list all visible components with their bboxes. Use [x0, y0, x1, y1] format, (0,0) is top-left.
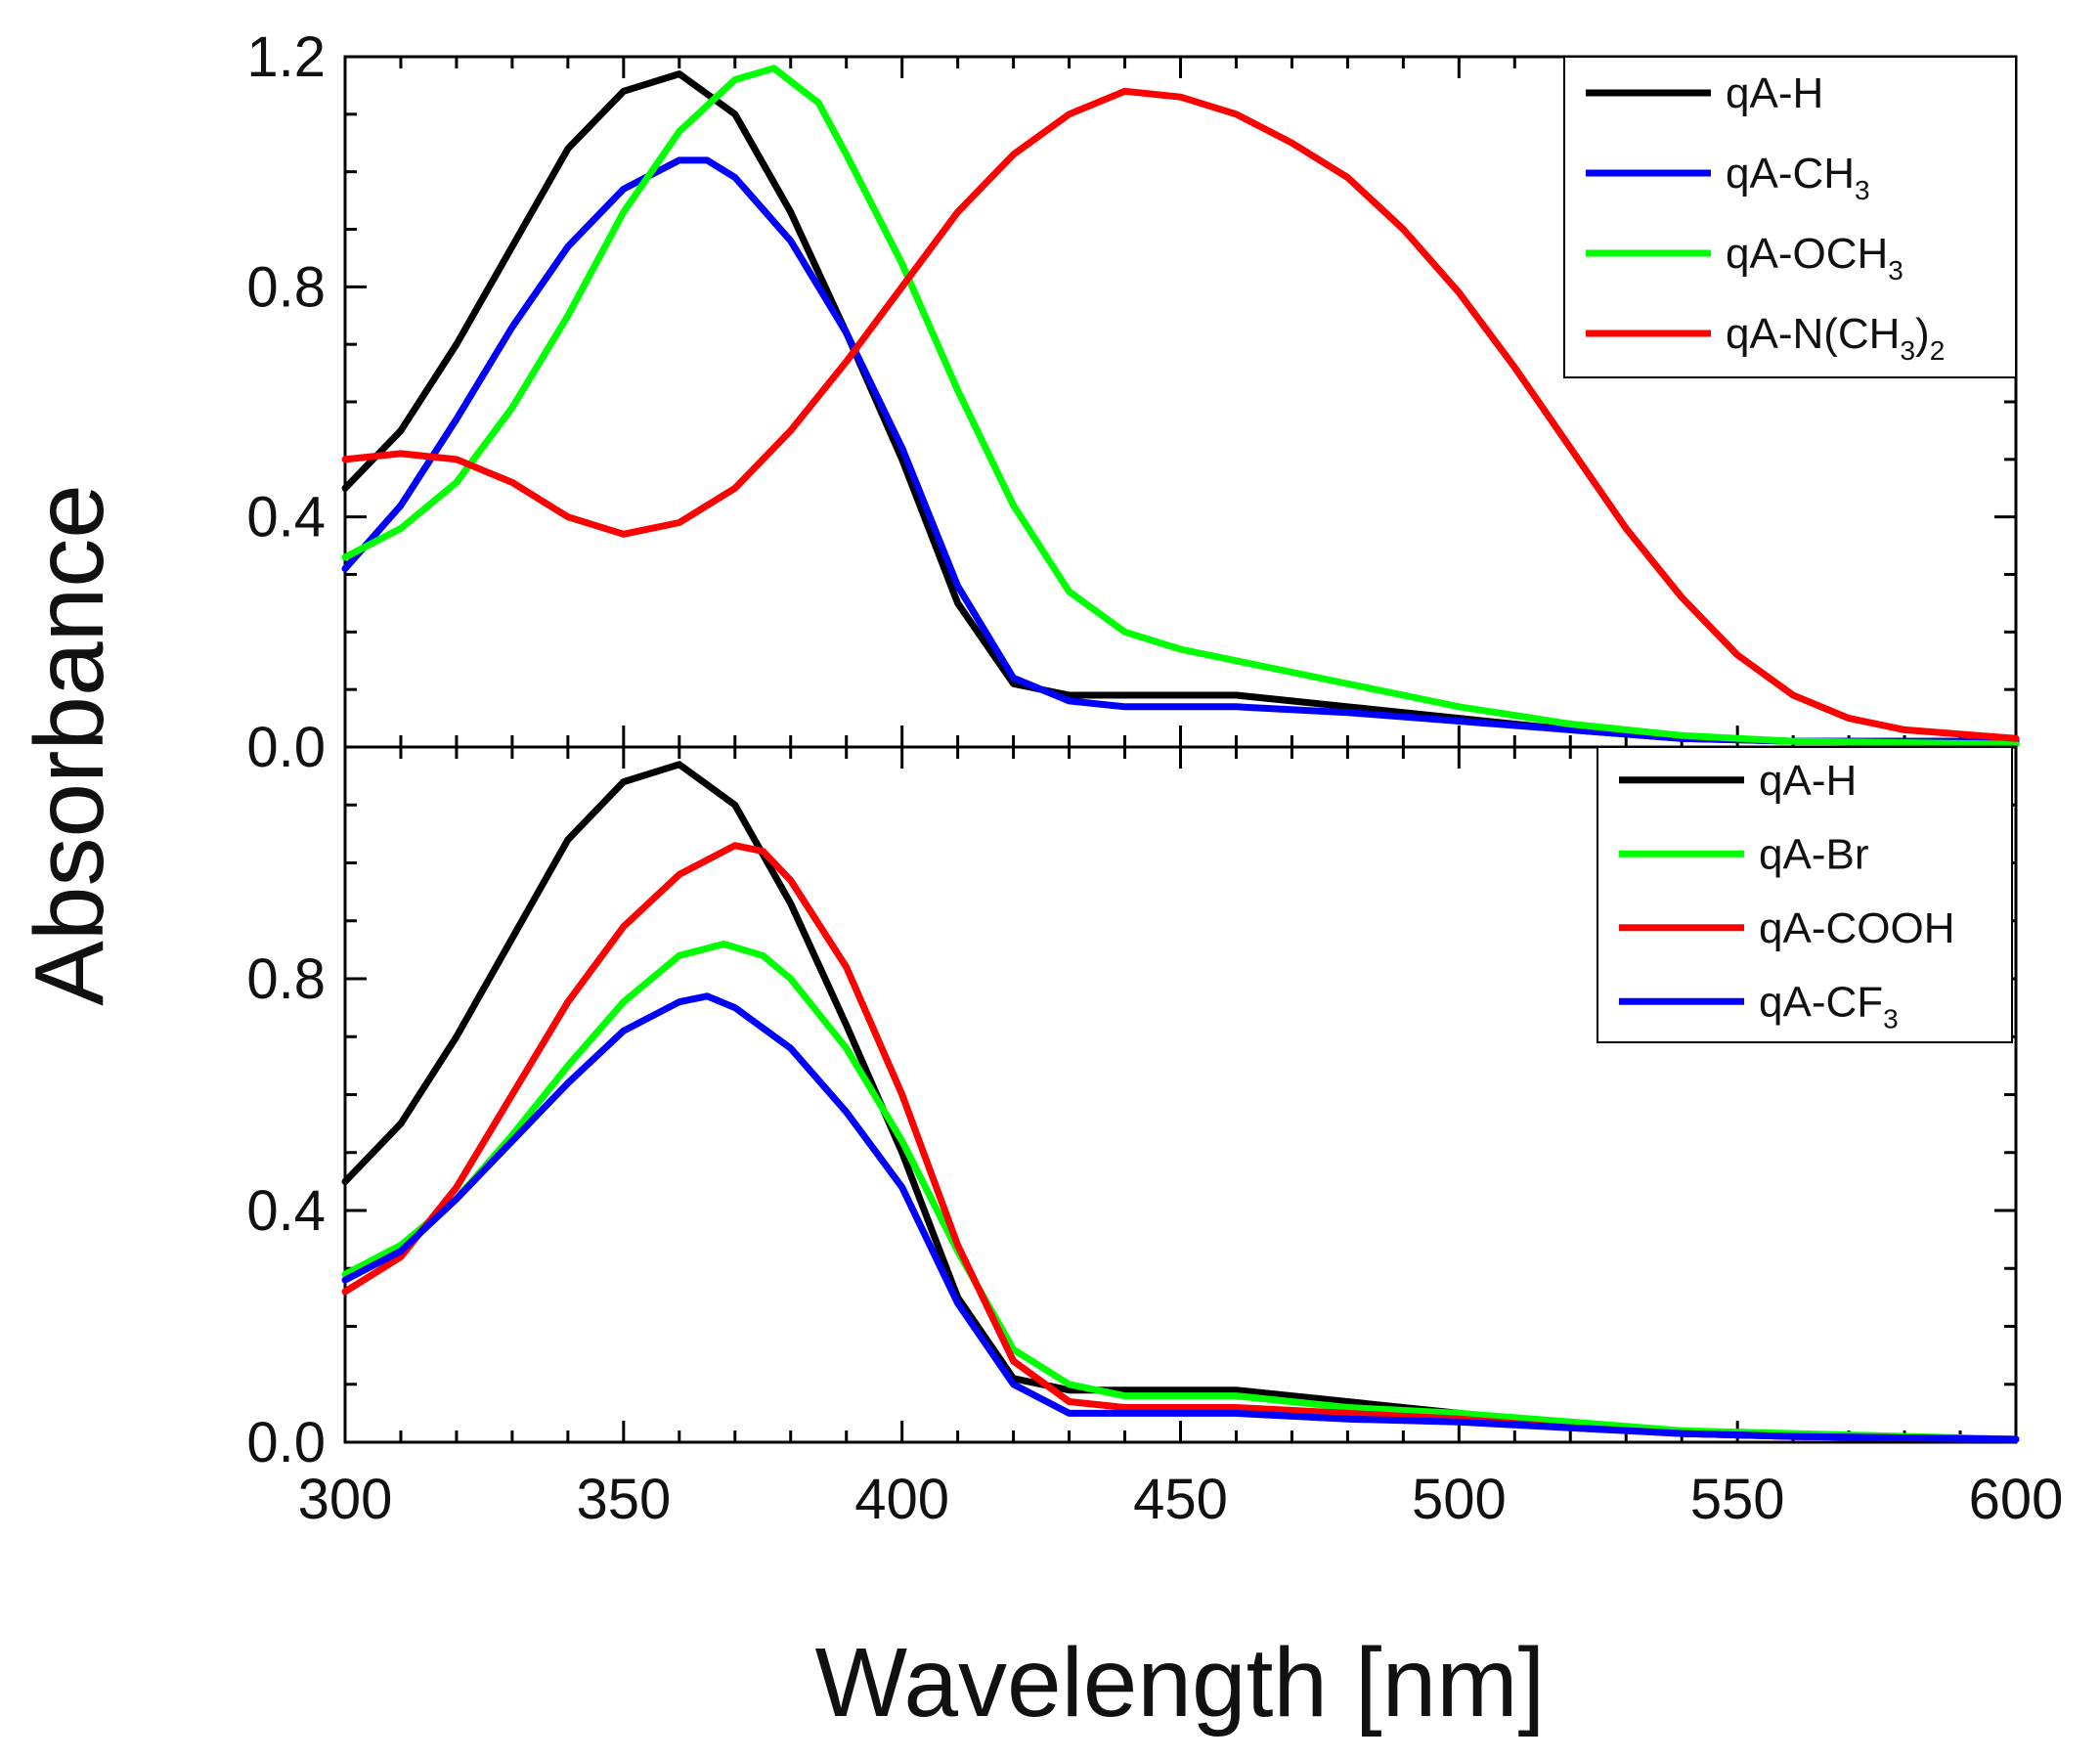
legend-label: qA-Br — [1759, 830, 1868, 878]
x-tick-label: 500 — [1412, 1468, 1507, 1531]
x-axis-title: Wavelength [nm] — [815, 1628, 1546, 1738]
x-tick-label: 300 — [298, 1468, 393, 1531]
series-line-qA-CF3 — [341, 992, 2020, 1443]
y-tick-label: 0.4 — [246, 1179, 326, 1243]
series-line-qA-OCH3 — [341, 65, 2020, 748]
x-tick-label: 600 — [1969, 1468, 2064, 1531]
legend-label: qA-OCH3 — [1726, 230, 1903, 286]
legend-box-0 — [1563, 56, 2017, 378]
y-tick-label: 0.8 — [246, 947, 326, 1011]
legend-label: qA-N(CH3)2 — [1726, 310, 1945, 366]
series-line-qA-CH3 — [341, 156, 2020, 745]
legend-box-1 — [1597, 746, 2013, 1043]
y-tick-label: 0.0 — [246, 1411, 326, 1474]
legend-label: qA-CH3 — [1726, 150, 1870, 205]
x-tick-label: 350 — [576, 1468, 671, 1531]
y-tick-label: 0.4 — [246, 486, 326, 550]
x-tick-label: 400 — [854, 1468, 949, 1531]
x-tick-label: 550 — [1690, 1468, 1785, 1531]
legend-label: qA-COOH — [1759, 904, 1954, 952]
legend-label: qA-CF3 — [1759, 978, 1899, 1034]
series-line-qA-N(CH3)2 — [341, 87, 2020, 742]
y-axis-title: Absorbance — [15, 484, 124, 1006]
y-tick-label: 1.2 — [246, 25, 326, 89]
legend-label: qA-H — [1759, 757, 1857, 805]
y-tick-label: 0.8 — [246, 255, 326, 319]
legend-label: qA-H — [1726, 69, 1823, 117]
x-tick-label: 450 — [1133, 1468, 1228, 1531]
y-tick-label: 0.0 — [246, 716, 326, 779]
series-line-qA-Br — [341, 941, 2020, 1443]
